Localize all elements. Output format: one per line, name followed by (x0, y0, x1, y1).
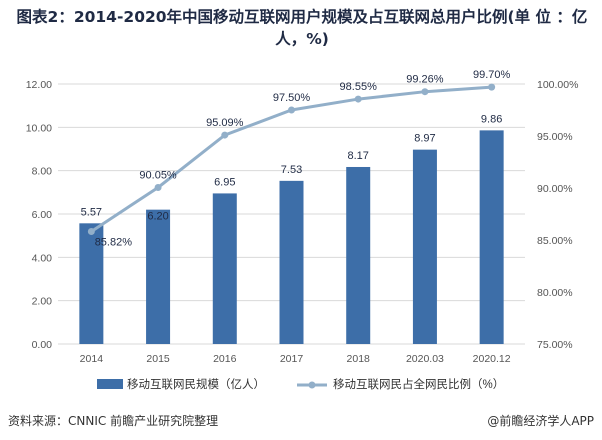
y-left-tick-label: 4.00 (32, 252, 53, 264)
bar (279, 180, 304, 344)
x-tick-label: 2020.12 (473, 353, 511, 365)
footer: 资料来源：CNNIC 前瞻产业研究院整理 @前瞻经济学人APP (8, 412, 594, 432)
bar (146, 209, 171, 344)
bar (79, 223, 104, 344)
bar-value-label: 8.17 (348, 150, 369, 162)
y-left-tick-label: 2.00 (32, 296, 53, 308)
bar-value-label: 9.86 (481, 113, 502, 125)
x-tick-label: 2017 (280, 353, 304, 365)
x-tick-label: 2014 (80, 353, 104, 365)
bar (212, 193, 237, 344)
chart-title: 图表2：2014-2020年中国移动互联网用户规模及占互联网总用户比例(单 位 … (16, 8, 588, 48)
line-value-label: 97.50% (273, 92, 311, 104)
legend-line-marker (308, 381, 316, 389)
line-value-label: 99.70% (473, 69, 511, 81)
line-point (288, 106, 295, 114)
bar-value-label: 7.53 (281, 164, 302, 176)
line-value-label: 90.05% (139, 169, 177, 181)
x-tick-label: 2015 (146, 353, 170, 365)
line-value-label: 98.55% (340, 81, 378, 93)
x-tick-label: 2020.03 (406, 353, 444, 365)
bar-value-label: 5.57 (81, 206, 102, 218)
bar (412, 149, 437, 344)
line-point (421, 88, 429, 96)
bar-value-label: 8.97 (414, 133, 435, 145)
y-right-tick-label: 75.00% (537, 339, 573, 351)
x-tick-label: 2018 (347, 353, 371, 365)
y-right-tick-label: 80.00% (537, 287, 573, 299)
bar (479, 130, 504, 344)
line-point (154, 183, 162, 191)
y-right-tick-label: 100.00% (537, 79, 578, 91)
bar-value-label: 6.20 (147, 211, 168, 223)
legend-bar-swatch (97, 379, 123, 389)
y-left-tick-label: 8.00 (32, 166, 53, 178)
brand-credit: @前瞻经济学人APP (487, 414, 594, 428)
line-point (221, 131, 229, 139)
y-right-tick-label: 90.00% (537, 183, 573, 195)
y-right-tick-label: 85.00% (537, 235, 573, 247)
y-left-tick-label: 0.00 (32, 339, 53, 351)
legend-line-label: 移动互联网民占全网民比例（%） (333, 377, 504, 391)
source-note: 资料来源：CNNIC 前瞻产业研究院整理 (8, 414, 219, 428)
line-point (87, 227, 95, 235)
x-tick-label: 2016 (213, 353, 237, 365)
line-value-label: 99.26% (406, 74, 444, 86)
legend-bar-label: 移动互联网民规模（亿人） (127, 377, 265, 391)
line-value-label: 85.82% (95, 236, 133, 248)
line-point (488, 83, 496, 91)
y-left-tick-label: 10.00 (26, 122, 52, 134)
line-value-label: 95.09% (206, 117, 244, 129)
y-left-tick-label: 6.00 (32, 209, 53, 221)
line-point (354, 95, 362, 103)
bar-value-label: 6.95 (214, 176, 235, 188)
bar (346, 166, 371, 344)
y-left-tick-label: 12.00 (26, 79, 52, 91)
y-right-tick-label: 95.00% (537, 131, 573, 143)
